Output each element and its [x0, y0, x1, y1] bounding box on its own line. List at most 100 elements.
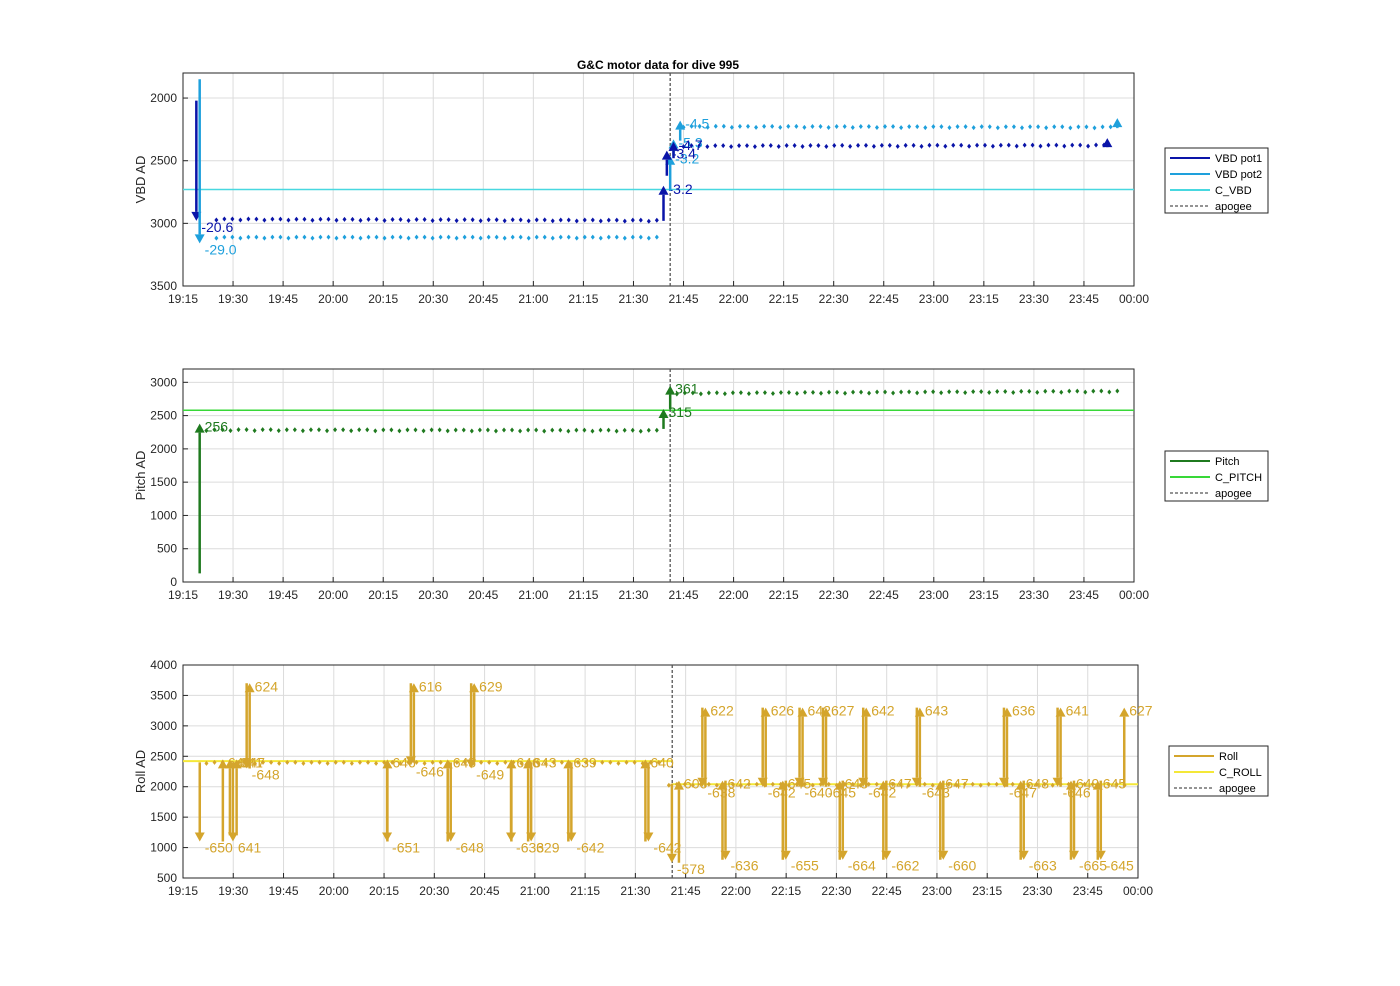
arrow-value-label: -636: [730, 858, 758, 874]
data-point-roll: [1074, 782, 1079, 788]
data-point-pitch: [883, 389, 888, 395]
x-tick-label: 19:45: [268, 588, 298, 602]
data-point-vbd-pot1: [871, 143, 876, 149]
data-point-vbd-pot2: [955, 124, 960, 130]
arrow-value-label: -20.6: [201, 219, 233, 235]
arrow-value-label: 647: [945, 776, 969, 792]
arrow-value-label: 361: [675, 381, 699, 397]
data-point-pitch: [437, 427, 442, 433]
arrow-value-label: 649: [1076, 776, 1100, 792]
data-point-vbd-pot2: [786, 123, 791, 129]
data-point-vbd-pot1: [414, 217, 419, 223]
y-tick-label: 1500: [150, 475, 177, 489]
data-point-pitch: [413, 427, 418, 433]
data-point-vbd-pot1: [438, 217, 443, 223]
data-point-roll: [1050, 782, 1055, 788]
arrow-head: [241, 759, 252, 769]
data-point-vbd-pot1: [382, 217, 387, 223]
motor-arrow: 649: [1065, 776, 1100, 860]
x-tick-label: 22:00: [719, 588, 749, 602]
data-point-roll: [954, 782, 959, 788]
data-point-pitch: [899, 389, 904, 395]
data-point-vbd-pot2: [446, 234, 451, 240]
data-point-vbd-pot2: [422, 234, 427, 240]
figure-title: G&C motor data for dive 995: [577, 58, 739, 72]
data-point-pitch: [971, 389, 976, 395]
data-point-pitch: [1083, 389, 1088, 395]
data-point-vbd-pot1: [238, 217, 243, 223]
motor-arrow: 648: [1015, 776, 1049, 860]
motor-arrow: 315: [658, 404, 692, 429]
data-point-pitch: [794, 390, 799, 396]
data-point-vbd-pot1: [526, 218, 531, 224]
arrow-value-label: -646: [416, 763, 444, 779]
y-tick-label: 2500: [150, 154, 177, 168]
data-point-vbd-pot2: [534, 234, 539, 240]
data-point-pitch: [1051, 388, 1056, 394]
x-tick-label: 23:45: [1073, 884, 1103, 898]
data-point-roll: [357, 759, 362, 765]
data-point-pitch: [397, 428, 402, 434]
data-point-pitch: [341, 427, 346, 433]
arrow-value-label: -648: [456, 839, 484, 855]
data-point-vbd-pot2: [590, 234, 595, 240]
data-point-vbd-pot2: [826, 124, 831, 130]
x-tick-label: 22:00: [721, 884, 751, 898]
data-point-pitch: [429, 427, 434, 433]
data-point-pitch: [461, 427, 466, 433]
data-point-roll: [682, 781, 687, 787]
x-tick-label: 00:00: [1123, 884, 1153, 898]
data-point-vbd-pot2: [778, 124, 783, 130]
data-point-pitch: [534, 427, 539, 433]
data-point-vbd-pot2: [470, 234, 475, 240]
data-point-roll: [608, 759, 613, 765]
data-point-vbd-pot1: [1062, 143, 1067, 149]
data-point-vbd-pot2: [358, 235, 363, 241]
motor-arrow: -578: [666, 783, 705, 877]
data-point-pitch: [802, 389, 807, 395]
data-point-pitch: [955, 389, 960, 395]
data-point-vbd-pot2: [502, 235, 507, 241]
x-tick-label: 19:15: [168, 884, 198, 898]
data-point-roll: [438, 759, 443, 765]
x-tick-label: 21:00: [518, 588, 548, 602]
arrow-value-label: -651: [392, 839, 420, 855]
x-tick-label: 21:15: [570, 884, 600, 898]
y-tick-label: 2000: [150, 442, 177, 456]
data-point-pitch: [770, 391, 775, 397]
y-tick-label: 2000: [150, 91, 177, 105]
data-point-vbd-pot2: [630, 234, 635, 240]
data-point-vbd-pot1: [630, 217, 635, 223]
data-point-pitch: [590, 428, 595, 434]
data-point-roll: [632, 759, 637, 765]
data-point-vbd-pot1: [879, 142, 884, 148]
motor-arrow: [1112, 118, 1123, 129]
data-point-roll: [519, 760, 524, 766]
y-tick-label: 1500: [150, 810, 177, 824]
data-point-roll: [962, 781, 967, 787]
data-point-vbd-pot2: [654, 234, 659, 240]
data-point-pitch: [357, 427, 362, 433]
data-point-roll: [1026, 782, 1031, 788]
data-point-vbd-pot1: [518, 217, 523, 223]
data-point-vbd-pot2: [1076, 124, 1081, 130]
data-point-vbd-pot1: [350, 216, 355, 222]
motor-arrow: -29.0: [194, 79, 237, 257]
arrow-head: [911, 777, 922, 787]
arrow-head: [382, 759, 393, 769]
arrow-value-label: 639: [573, 754, 597, 770]
arrow-value-label: -649: [476, 766, 504, 782]
motor-arrow: -642: [643, 762, 682, 855]
x-tick-label: 23:30: [1022, 884, 1052, 898]
arrow-value-label: -662: [891, 858, 919, 874]
data-point-vbd-pot1: [390, 216, 395, 222]
data-point-roll: [317, 759, 322, 765]
data-point-roll: [1090, 781, 1095, 787]
x-tick-label: 22:15: [769, 588, 799, 602]
arrow-value-label: 643: [925, 703, 949, 719]
data-point-vbd-pot1: [840, 142, 845, 148]
arrow-value-label: 624: [255, 678, 279, 694]
data-point-pitch: [1075, 388, 1080, 394]
data-point-vbd-pot1: [927, 142, 932, 148]
